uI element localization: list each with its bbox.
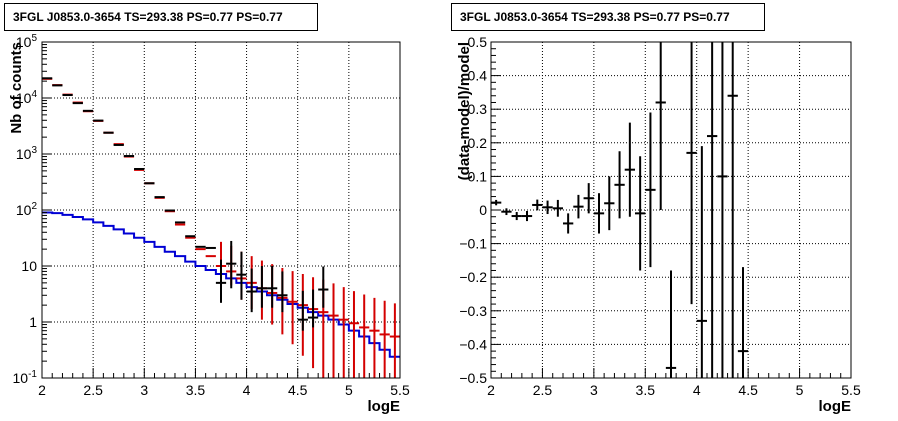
y-axis-label: (data-model)/model [456,42,473,180]
x-tick-label: 4.5 [288,382,308,398]
y-tick-label: −0.1 [459,236,487,252]
y-tick-label: 10 [21,258,37,274]
y-tick-label: 102 [16,201,38,218]
x-tick-label: 3.5 [636,382,656,398]
y-tick-label: 0.3 [468,101,488,117]
y-tick-label: −0.5 [459,370,487,386]
x-tick-label: 3 [140,382,148,398]
y-tick-label: 103 [16,145,38,162]
x-tick-label: 2.5 [83,382,103,398]
x-tick-label: 4.5 [738,382,758,398]
x-tick-label: 5 [796,382,804,398]
x-tick-label: 3 [590,382,598,398]
x-tick-label: 4 [243,382,251,398]
y-tick-label: 105 [16,33,38,50]
y-tick-label: 0 [479,202,487,218]
y-tick-label: 0.4 [468,68,488,84]
x-tick-label: 5.5 [390,382,410,398]
right-chart-title: 3FGL J0853.0-3654 TS=293.38 PS=0.77 PS=0… [451,3,765,31]
y-tick-label: −0.4 [459,336,487,352]
y-tick-label: 10-1 [13,369,38,386]
x-tick-label: 3.5 [186,382,206,398]
x-tick-label: 2 [38,382,46,398]
y-tick-label: 0.5 [468,34,488,50]
x-tick-label: 2 [487,382,495,398]
x-tick-label: 5 [345,382,353,398]
y-tick-label: 104 [16,89,38,106]
y-tick-label: 0.2 [468,135,488,151]
y-tick-label: −0.3 [459,303,487,319]
y-tick-label: 0.1 [468,168,488,184]
plot-area [42,42,400,378]
y-axis-label: Nb of counts [8,42,25,134]
x-axis-label: logE [819,398,852,415]
x-tick-label: 2.5 [533,382,553,398]
x-tick-label: 4 [693,382,701,398]
x-axis-label: logE [368,398,401,415]
left-panel: 2 2.5 3 3.5 4 4.5 5 5.5 10-1 1 10 102 103 104 105 logE N… [8,33,410,415]
y-tick-label: −0.2 [459,269,487,285]
left-chart-title: 3FGL J0853.0-3654 TS=293.38 PS=0.77 PS=0… [4,3,318,31]
right-panel: 2 2.5 3 3.5 4 4.5 5 5.5 −0.5 −0.4 −0.3 −0.2 −0.1 0 0.1… [456,34,861,415]
x-tick-label: 5.5 [841,382,861,398]
y-tick-label: 1 [29,314,37,330]
